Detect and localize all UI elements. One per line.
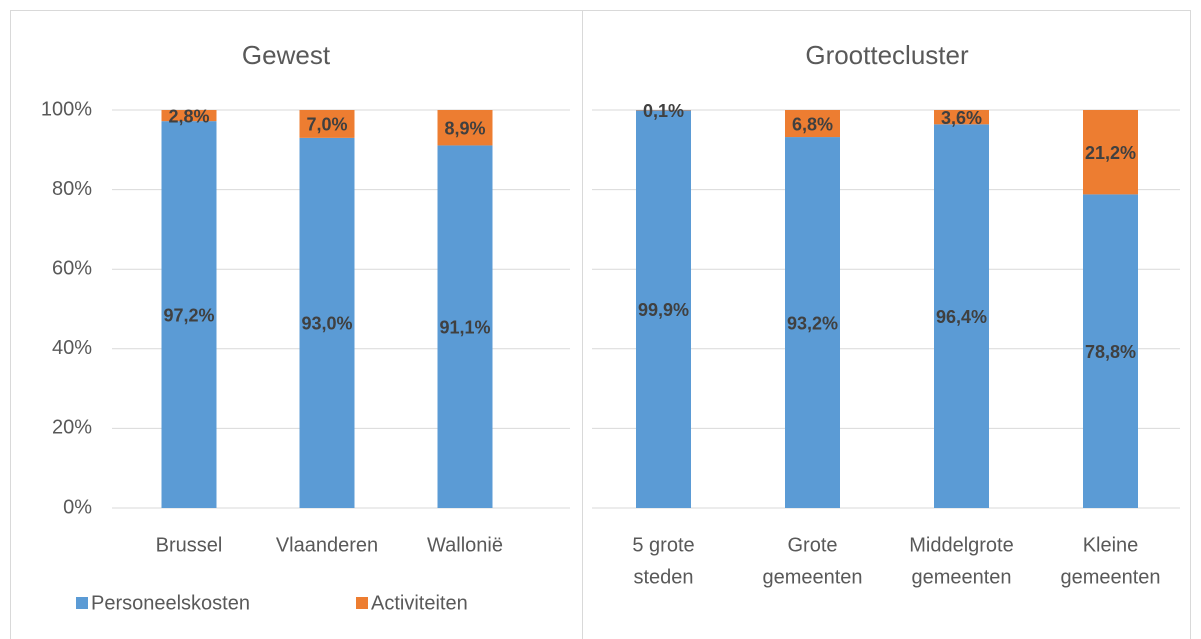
- value-label: 99,9%: [638, 300, 689, 320]
- x-tick-label: gemeenten: [911, 566, 1011, 588]
- bar-segment: [785, 110, 840, 138]
- y-tick-label: 40%: [52, 337, 92, 359]
- bar-segment: [161, 121, 217, 509]
- value-label: 2,8%: [168, 106, 209, 126]
- x-tick-label: gemeenten: [1060, 566, 1160, 588]
- bar-segment: [299, 110, 355, 138]
- legend-swatch: [76, 597, 88, 609]
- bar-segment: [1083, 110, 1138, 195]
- legend-swatch: [356, 597, 368, 609]
- x-tick-label: Wallonië: [427, 534, 503, 556]
- value-label: 6,8%: [792, 114, 833, 134]
- x-tick-label: steden: [633, 566, 693, 588]
- x-tick-label: Middelgrote: [909, 534, 1014, 556]
- bar-segment: [437, 145, 493, 508]
- bar-segment: [1083, 194, 1138, 508]
- value-label: 21,2%: [1085, 143, 1136, 163]
- bar-segment: [437, 110, 493, 146]
- value-label: 97,2%: [163, 305, 214, 325]
- value-label: 93,2%: [787, 313, 838, 333]
- value-label: 8,9%: [444, 118, 485, 138]
- legend-label: Personeelskosten: [91, 592, 250, 614]
- value-label: 93,0%: [301, 314, 352, 334]
- y-tick-label: 80%: [52, 178, 92, 200]
- y-tick-label: 60%: [52, 257, 92, 279]
- x-tick-label: Brussel: [156, 534, 223, 556]
- y-tick-label: 20%: [52, 417, 92, 439]
- bar-segment: [934, 110, 989, 125]
- value-label: 3,6%: [941, 108, 982, 128]
- bar-segment: [934, 124, 989, 508]
- bar-segment: [161, 110, 217, 122]
- chart-title: Gewest: [242, 40, 331, 70]
- value-label: 91,1%: [439, 317, 490, 337]
- value-label: 96,4%: [936, 307, 987, 327]
- y-tick-label: 0%: [63, 496, 92, 518]
- value-label: 0,1%: [643, 101, 684, 121]
- bar-segment: [299, 137, 355, 509]
- x-tick-label: 5 grote: [632, 534, 694, 556]
- legend-label: Activiteiten: [371, 592, 468, 614]
- bar-segment: [785, 137, 840, 508]
- bar-segment: [636, 110, 691, 508]
- x-tick-label: Kleine: [1083, 534, 1139, 556]
- x-tick-label: Vlaanderen: [276, 534, 378, 556]
- frame: [10, 10, 1191, 639]
- value-label: 78,8%: [1085, 342, 1136, 362]
- y-tick-label: 100%: [41, 98, 92, 120]
- chart-title: Groottecluster: [805, 40, 969, 70]
- value-label: 7,0%: [306, 115, 347, 135]
- x-tick-label: gemeenten: [762, 566, 862, 588]
- x-tick-label: Grote: [787, 534, 837, 556]
